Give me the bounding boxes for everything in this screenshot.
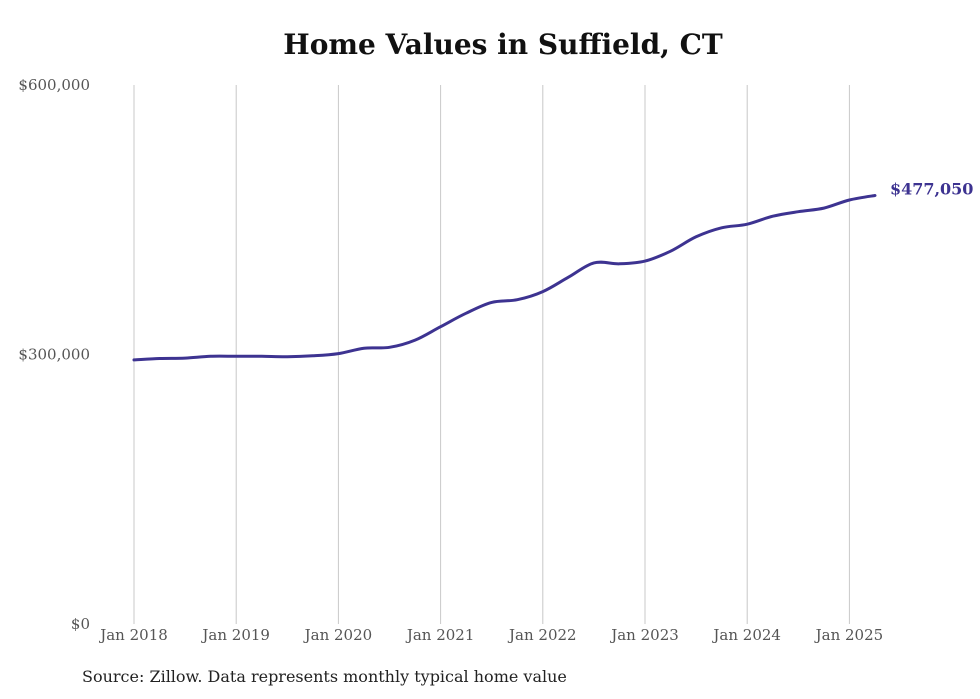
- x-tick-label: Jan 2023: [609, 626, 679, 644]
- series-layer: [132, 194, 877, 362]
- source-note: Source: Zillow. Data represents monthly …: [82, 667, 567, 686]
- y-tick-label: $600,000: [18, 76, 90, 94]
- x-tick-label: Jan 2024: [711, 626, 781, 644]
- grid-layer: [133, 85, 850, 624]
- x-axis-ticks: Jan 2018 Jan 2019 Jan 2020 Jan 2021 Jan 2022…: [98, 626, 883, 644]
- y-tick-label: $0: [71, 615, 90, 633]
- x-tick-label: Jan 2022: [507, 626, 577, 644]
- x-tick-label: Jan 2025: [814, 626, 884, 644]
- y-axis-ticks: $0 $300,000 $600,000: [18, 76, 90, 633]
- label-layer: $477,050: [890, 179, 974, 198]
- x-tick-label: Jan 2019: [200, 626, 270, 644]
- end-value-label: $477,050: [890, 179, 974, 198]
- y-tick-label: $300,000: [18, 346, 90, 364]
- x-tick-label: Jan 2020: [303, 626, 373, 644]
- x-tick-label: Jan 2018: [98, 626, 168, 644]
- chart-title: Home Values in Suffield, CT: [283, 28, 723, 61]
- series-line: [132, 194, 877, 362]
- x-tick-label: Jan 2021: [405, 626, 475, 644]
